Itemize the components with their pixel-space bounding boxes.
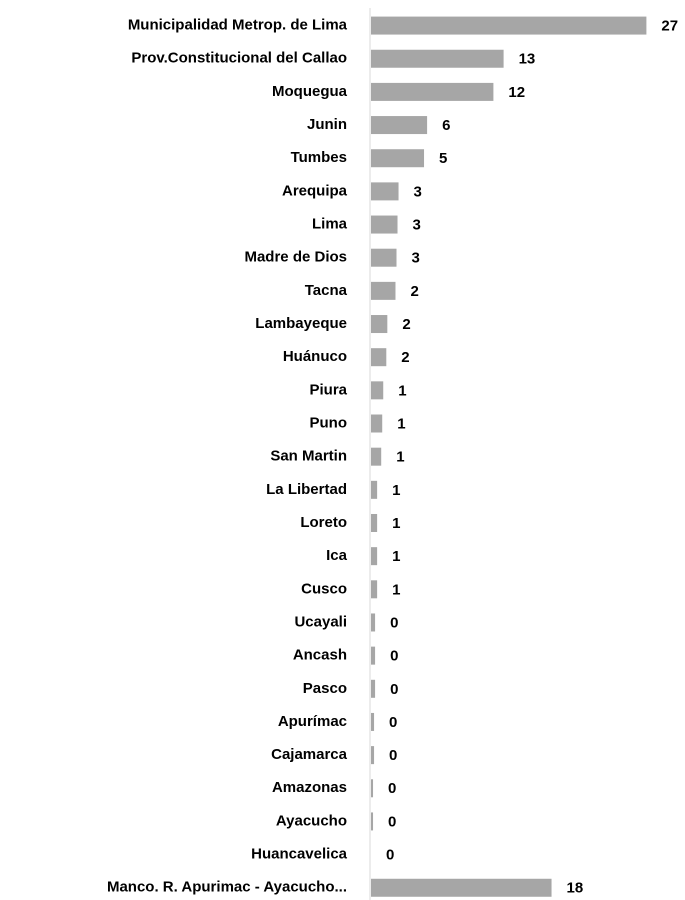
category-label: Puno <box>310 414 348 431</box>
value-label: 2 <box>410 283 418 300</box>
bar <box>371 381 384 400</box>
bar <box>371 779 374 798</box>
value-label: 27 <box>661 18 678 35</box>
value-label: 0 <box>386 847 394 864</box>
bar <box>371 49 504 68</box>
category-label: Apurímac <box>278 713 347 730</box>
category-label: Ucayali <box>294 613 347 630</box>
bar <box>371 547 378 566</box>
bar <box>371 878 552 897</box>
bar <box>371 215 398 234</box>
category-label: Moquegua <box>272 83 348 100</box>
bar <box>371 116 428 135</box>
bar <box>371 348 387 367</box>
category-label: Tumbes <box>291 149 347 166</box>
category-label: San Martin <box>270 448 347 465</box>
category-label: Loreto <box>300 514 347 531</box>
bar <box>371 447 382 466</box>
category-label: Huancavelica <box>251 846 348 863</box>
value-label: 1 <box>392 482 400 499</box>
category-label: Ancash <box>293 647 347 664</box>
category-label: Ayacucho <box>276 812 347 829</box>
value-label: 1 <box>392 548 400 565</box>
category-label: Manco. R. Apurimac - Ayacucho... <box>107 879 347 896</box>
bar <box>371 513 378 532</box>
category-label: La Libertad <box>266 481 347 498</box>
bar <box>371 580 378 599</box>
category-label: Amazonas <box>272 779 347 796</box>
bar <box>371 149 425 168</box>
category-label: Lambayeque <box>255 315 347 332</box>
bar <box>371 646 376 665</box>
value-label: 1 <box>397 415 405 432</box>
value-label: 13 <box>519 51 536 68</box>
value-label: 1 <box>392 581 400 598</box>
category-label: Huánuco <box>283 348 347 365</box>
bar <box>371 679 376 698</box>
bar <box>371 248 397 267</box>
bar <box>371 315 388 334</box>
category-label: Ica <box>326 547 348 564</box>
category-label: Lima <box>312 216 348 233</box>
category-label: Cajamarca <box>271 746 348 763</box>
value-label: 0 <box>390 648 398 665</box>
value-label: 1 <box>392 515 400 532</box>
value-label: 3 <box>413 217 421 234</box>
bar <box>371 82 494 101</box>
bar <box>371 712 375 731</box>
value-label: 3 <box>412 250 420 267</box>
value-label: 6 <box>442 117 450 134</box>
bar <box>371 812 374 831</box>
value-label: 2 <box>402 316 410 333</box>
value-label: 0 <box>389 747 397 764</box>
value-label: 5 <box>439 150 447 167</box>
value-label: 0 <box>388 813 396 830</box>
value-label: 0 <box>390 614 398 631</box>
value-label: 0 <box>390 681 398 698</box>
category-label: Prov.Constitucional del Callao <box>131 50 347 67</box>
category-label: Madre de Dios <box>244 249 347 266</box>
category-label: Pasco <box>303 680 347 697</box>
category-label: Cusco <box>301 580 347 597</box>
category-label: Piura <box>309 381 347 398</box>
value-label: 0 <box>389 714 397 731</box>
bar <box>371 182 399 201</box>
category-label: Arequipa <box>282 182 348 199</box>
bar <box>371 746 375 765</box>
value-label: 18 <box>567 880 584 897</box>
value-label: 0 <box>388 780 396 797</box>
value-label: 3 <box>414 183 422 200</box>
category-label: Tacna <box>305 282 348 299</box>
value-label: 1 <box>396 449 404 466</box>
bar <box>371 613 376 632</box>
bar <box>371 16 647 35</box>
bar <box>371 281 396 300</box>
category-label: Junin <box>307 116 347 133</box>
value-label: 2 <box>401 349 409 366</box>
category-label: Municipalidad Metrop. de Lima <box>128 17 348 34</box>
value-label: 1 <box>398 382 406 399</box>
bar <box>371 414 383 433</box>
bar <box>371 480 378 499</box>
value-label: 12 <box>508 84 525 101</box>
